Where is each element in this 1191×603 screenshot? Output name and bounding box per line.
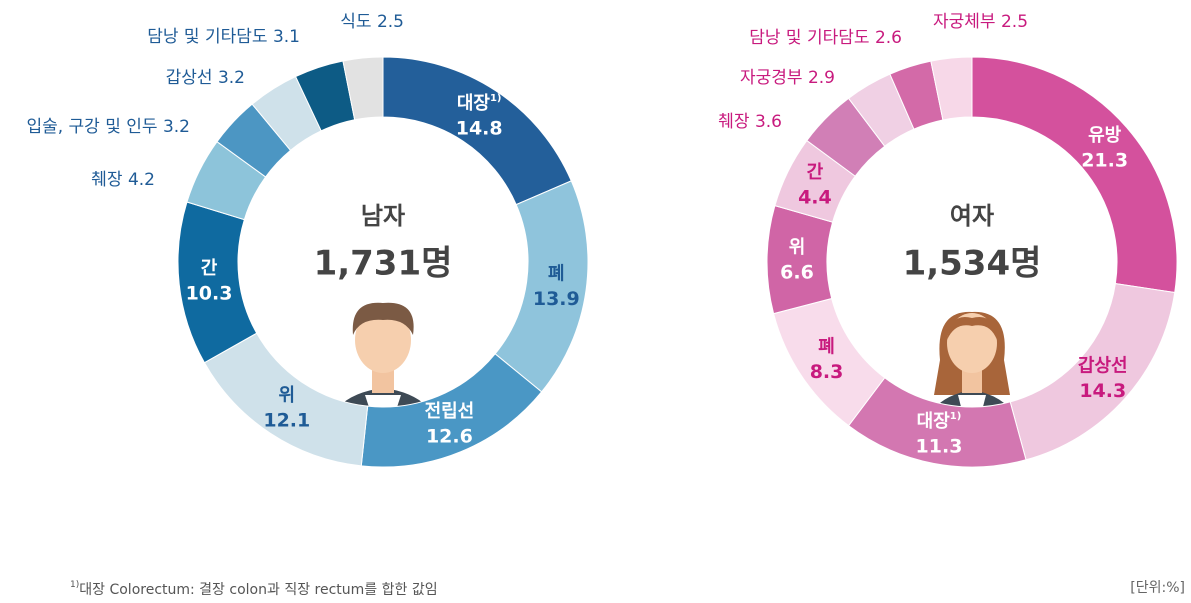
- segment-value: 3.2: [163, 117, 190, 137]
- outside-label: 갑상선 3.2: [166, 68, 245, 88]
- category-name: 유방: [1088, 125, 1122, 146]
- donut-segment: [971, 56, 1178, 294]
- segment-value: 13.9: [533, 288, 580, 310]
- footnote: 1)대장 Colorectum: 결장 colon과 직장 rectum를 합한…: [70, 580, 438, 599]
- center-total: 1,534명: [903, 244, 1042, 284]
- segment-value: 3.6: [755, 112, 782, 132]
- category-name: 폐: [818, 336, 835, 357]
- footnote-marker: 1): [490, 93, 502, 104]
- category-name: 간: [201, 258, 218, 279]
- segment-value: 4.2: [128, 170, 155, 190]
- donut-segment: [766, 204, 834, 315]
- category-name: 위: [279, 385, 296, 406]
- center-title: 여자: [950, 202, 994, 230]
- segment-label: 위: [279, 385, 296, 406]
- segment-value: 21.3: [1081, 149, 1128, 171]
- segment-label: 대장1): [457, 93, 502, 114]
- category-name: 담낭 및 기타담도: [749, 28, 869, 48]
- category-name: 췌장: [718, 112, 750, 132]
- segment-value: 4.4: [798, 186, 832, 208]
- category-name: 자궁경부: [740, 68, 803, 88]
- segment-label: 유방: [1088, 125, 1122, 146]
- segment-value: 2.5: [1001, 12, 1028, 32]
- segment-value: 11.3: [916, 435, 963, 457]
- outside-label: 입술, 구강 및 인두 3.2: [26, 117, 190, 137]
- category-name: 전립선: [425, 401, 475, 422]
- segment-value: 2.5: [377, 12, 404, 32]
- category-name: 위: [789, 237, 806, 258]
- unit-label: [단위:%]: [1130, 580, 1185, 596]
- center-title: 남자: [361, 202, 405, 230]
- category-name: 췌장: [91, 170, 123, 190]
- segment-value: 6.6: [780, 261, 814, 283]
- donut-segment: [494, 180, 589, 393]
- donut-segment: [342, 56, 384, 121]
- segment-value: 12.6: [426, 425, 473, 447]
- segment-label: 전립선: [425, 401, 475, 422]
- outside-label: 췌장 4.2: [91, 170, 155, 190]
- footnote-marker: 1): [950, 411, 962, 422]
- category-name: 대장: [457, 93, 491, 114]
- category-name: 갑상선: [1078, 355, 1128, 376]
- segment-value: 2.9: [808, 68, 835, 88]
- segment-label: 갑상선: [1078, 355, 1128, 376]
- category-name: 담낭 및 기타담도: [147, 27, 267, 47]
- category-name: 갑상선: [166, 68, 213, 88]
- segment-label: 간: [807, 162, 824, 183]
- outside-label: 췌장 3.6: [718, 112, 782, 132]
- segment-value: 14.8: [456, 117, 503, 139]
- outside-label: 식도 2.5: [340, 12, 404, 32]
- category-name: 자궁체부: [933, 12, 996, 32]
- category-name: 입술, 구강 및 인두: [26, 117, 157, 137]
- category-name: 대장: [917, 411, 951, 432]
- donut-segment: [930, 56, 973, 121]
- segment-label: 폐: [548, 263, 565, 284]
- segment-label: 폐: [818, 336, 835, 357]
- category-name: 간: [807, 162, 824, 183]
- segment-value: 3.2: [218, 68, 245, 88]
- outside-label: 담낭 및 기타담도 2.6: [749, 28, 902, 48]
- segment-label: 대장1): [917, 411, 962, 432]
- segment-label: 위: [789, 237, 806, 258]
- category-name: 식도: [340, 12, 371, 32]
- segment-value: 3.1: [273, 27, 300, 47]
- segment-label: 간: [201, 258, 218, 279]
- center-total: 1,731명: [314, 244, 453, 284]
- segment-value: 14.3: [1079, 380, 1126, 402]
- outside-label: 자궁체부 2.5: [933, 12, 1028, 32]
- outside-label: 자궁경부 2.9: [740, 68, 835, 88]
- outside-label: 담낭 및 기타담도 3.1: [147, 27, 300, 47]
- segment-value: 12.1: [263, 410, 310, 432]
- category-name: 폐: [548, 263, 565, 284]
- segment-value: 10.3: [186, 282, 233, 304]
- segment-value: 2.6: [875, 28, 902, 48]
- segment-value: 8.3: [810, 361, 844, 383]
